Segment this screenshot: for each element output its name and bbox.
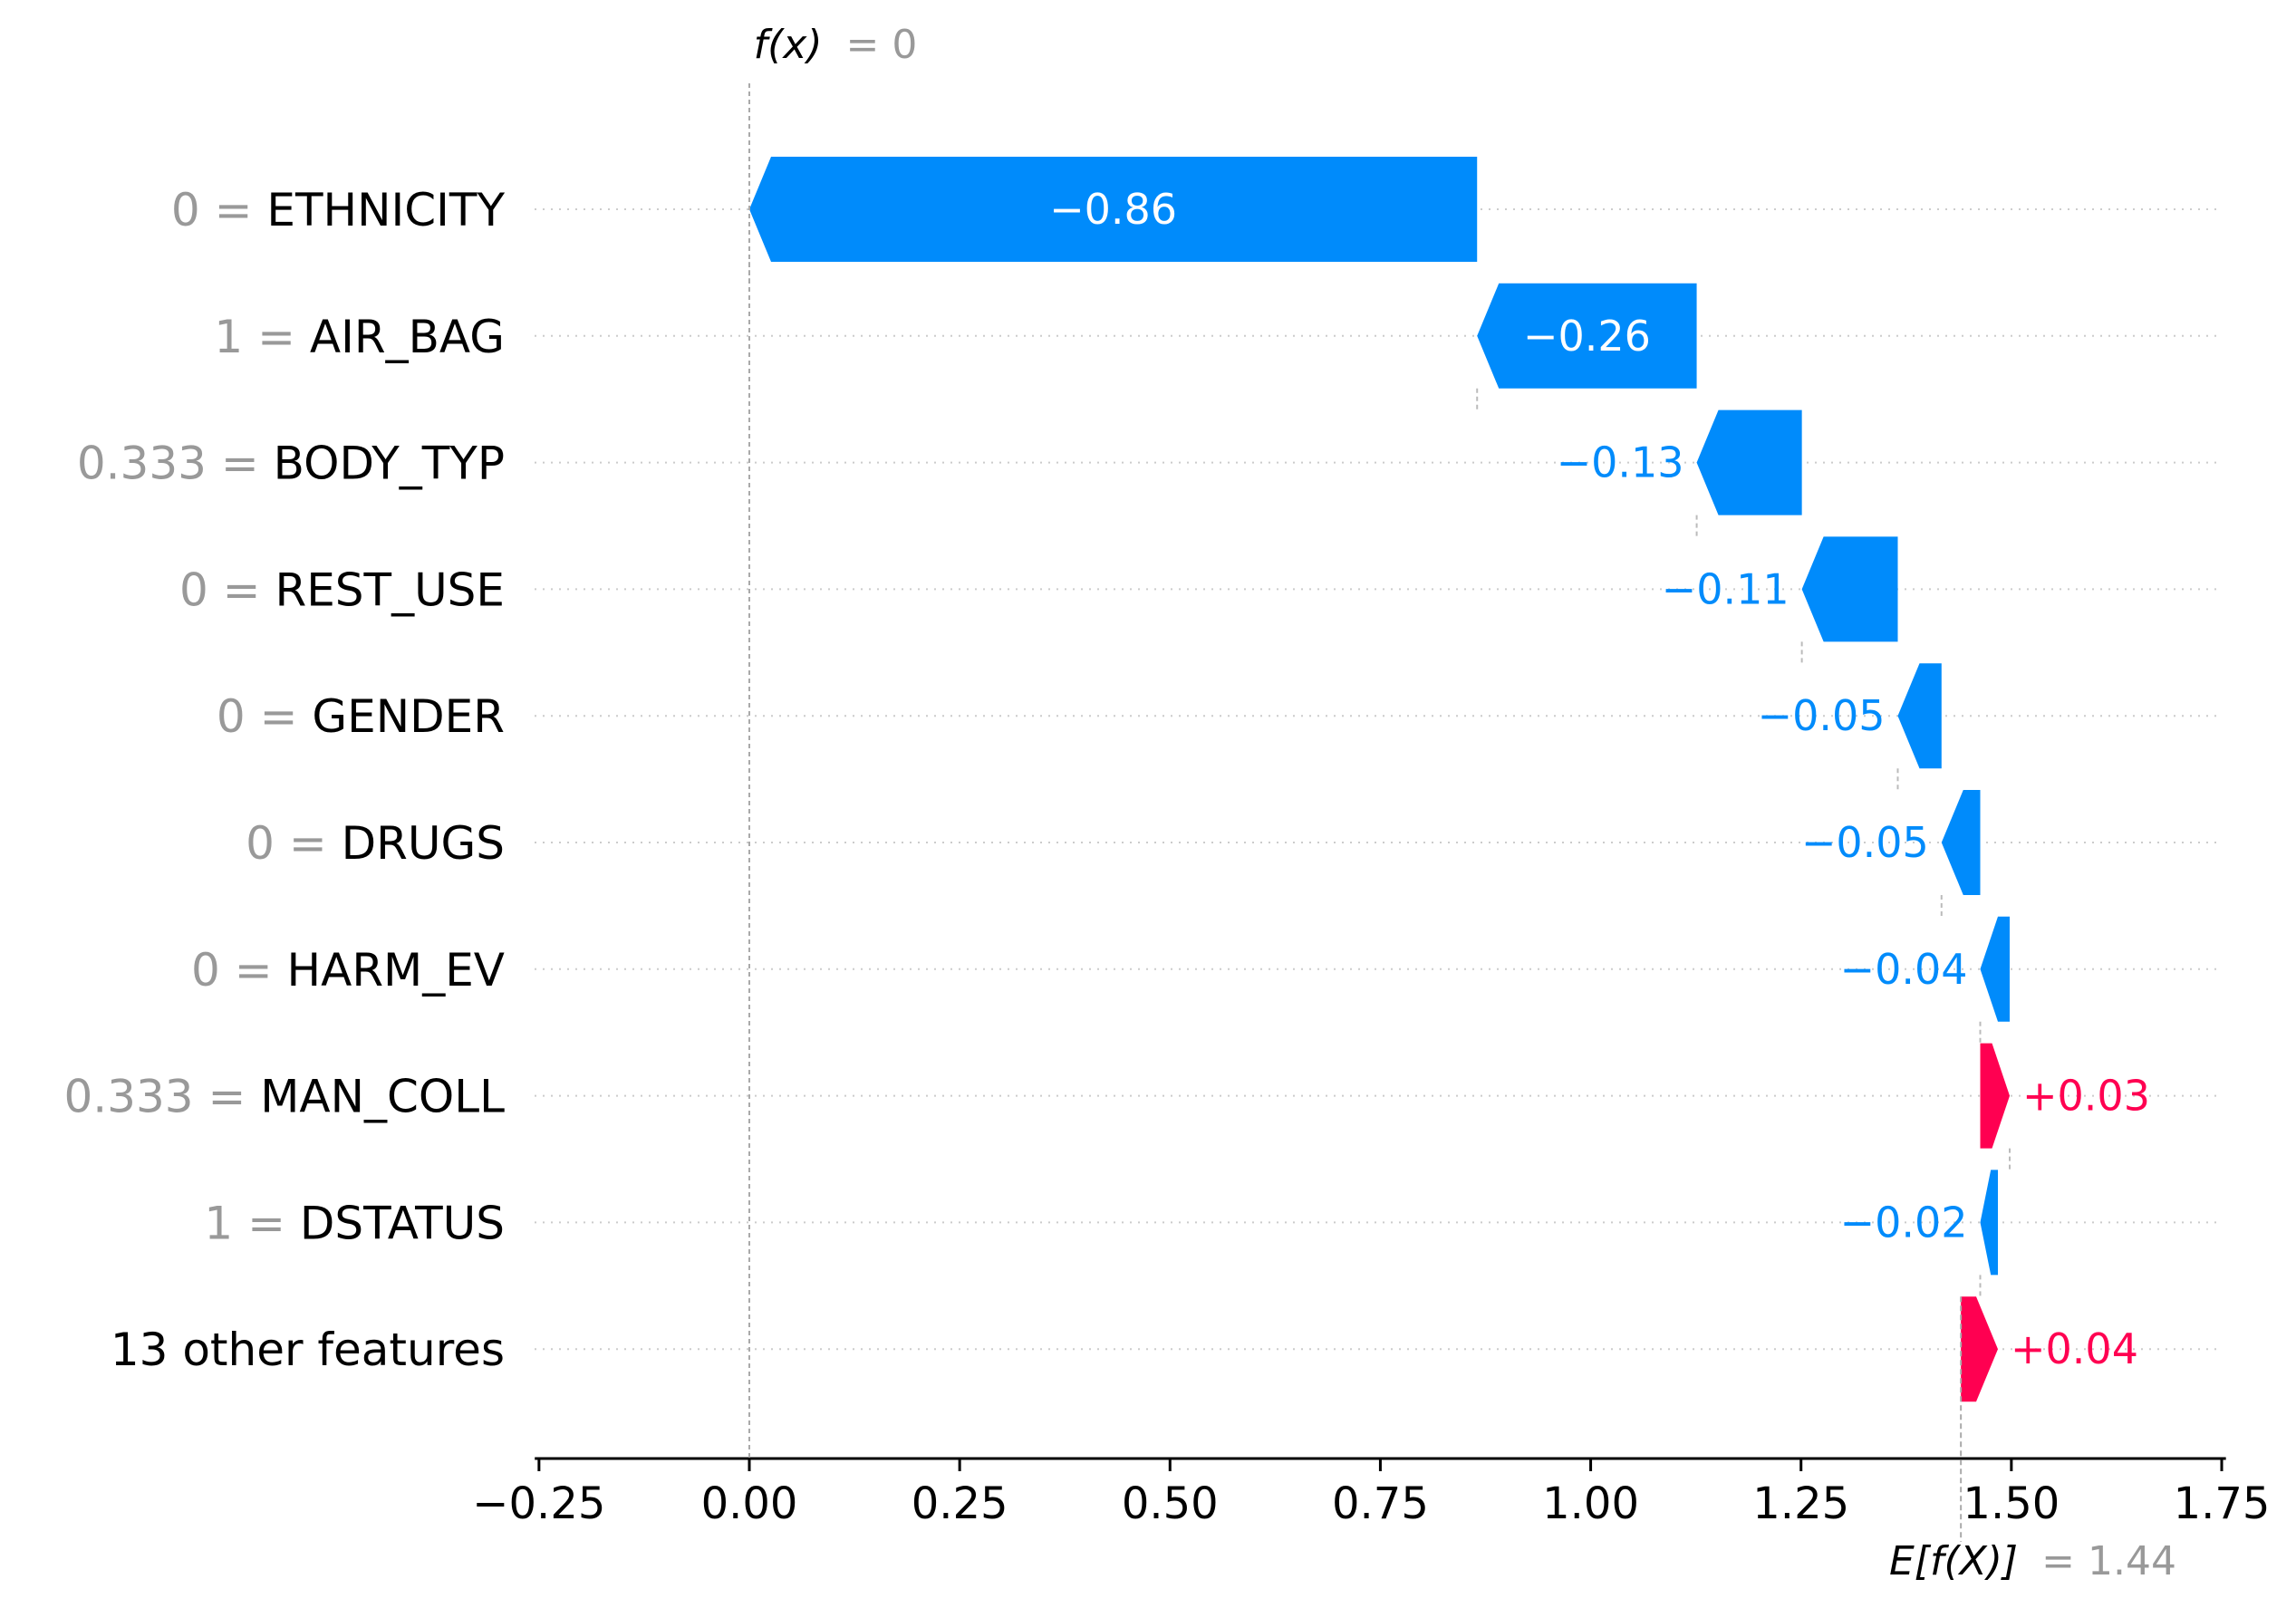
feature-name: BODY_TYP — [274, 438, 505, 490]
efx-value: = 1.44 — [2041, 1538, 2176, 1584]
feature-value: 1 = — [204, 1197, 300, 1249]
negative-bar — [1477, 283, 1697, 389]
feature-value: 0 = — [191, 944, 287, 997]
feature-label: 0 = GENDER — [217, 690, 505, 743]
x-tick-label: 0.25 — [912, 1478, 1008, 1529]
x-tick-label: 1.00 — [1542, 1478, 1639, 1529]
negative-bar — [1696, 409, 1802, 515]
feature-label: 0 = DRUGS — [246, 817, 505, 870]
feature-value: 0.333 = — [63, 1071, 260, 1123]
feature-value: 0 = — [179, 563, 275, 616]
contribution-bars — [749, 157, 2010, 1402]
fx-value: = 0 — [846, 22, 918, 68]
feature-name: DSTATUS — [300, 1197, 505, 1249]
positive-bar — [1961, 1296, 1998, 1402]
efx-label: E[f(X)] = 1.44 — [1889, 1538, 2176, 1584]
feature-label: 0 = REST_USE — [179, 563, 505, 616]
feature-name: 13 other features — [111, 1324, 505, 1376]
feature-value: 0 = — [171, 184, 267, 236]
contribution-label: −0.13 — [1557, 438, 1684, 487]
fx-name: f(x) — [754, 22, 823, 68]
grid-lines — [535, 208, 2222, 1351]
contribution-label: −0.05 — [1758, 691, 1886, 740]
negative-bar — [749, 157, 1478, 262]
feature-name: HARM_EV — [287, 944, 505, 997]
feature-label: 13 other features — [111, 1324, 505, 1376]
efx-annotation: E[f(X)] = 1.44 — [1889, 1296, 2176, 1584]
contribution-label: +0.04 — [2011, 1324, 2138, 1373]
feature-label: 0.333 = BODY_TYP — [77, 438, 505, 490]
feature-label: 1 = DSTATUS — [204, 1197, 505, 1249]
contribution-label: −0.05 — [1801, 818, 1929, 867]
feature-name: AIR_BAG — [310, 311, 505, 363]
feature-value: 0.333 = — [77, 438, 274, 490]
feature-value: 0 = — [217, 690, 313, 743]
feature-name: ETHNICITY — [266, 184, 505, 236]
feature-value: 0 = — [246, 817, 342, 870]
negative-bar — [1801, 536, 1898, 642]
contribution-label: −0.86 — [1049, 185, 1177, 234]
x-tick-label: 1.75 — [2174, 1478, 2271, 1529]
feature-label: 0 = ETHNICITY — [171, 184, 506, 236]
negative-bar — [1897, 663, 1942, 769]
feature-name: GENDER — [312, 690, 505, 743]
contribution-label: +0.03 — [2022, 1072, 2150, 1121]
negative-bar — [1980, 1170, 1998, 1276]
x-tick-label: 1.25 — [1752, 1478, 1849, 1529]
feature-name: MAN_COLL — [260, 1071, 505, 1123]
fx-label: f(x) = 0 — [754, 22, 918, 68]
contribution-label: −0.26 — [1523, 312, 1651, 361]
contribution-label: −0.02 — [1840, 1198, 1968, 1247]
negative-bar — [1941, 790, 1981, 895]
feature-labels: −0.86 0 = ETHNICITY −0.26 1 = AIR_BAG −0.13 0… — [63, 184, 2150, 1376]
x-axis: −0.25 0.00 0.25 0.50 0.75 1.00 1.25 1.50 1.75 — [472, 1457, 2271, 1529]
efx-name: E[f(X)] — [1889, 1538, 2018, 1584]
feature-value: 1 = — [214, 311, 310, 363]
fx-annotation: f(x) = 0 — [748, 22, 918, 1459]
contribution-label: −0.11 — [1662, 564, 1790, 613]
x-tick-label: −0.25 — [472, 1478, 605, 1529]
x-tick-label: 1.50 — [1963, 1478, 2060, 1529]
positive-bar — [1980, 1043, 2010, 1149]
x-tick-label: 0.00 — [701, 1478, 798, 1529]
feature-name: REST_USE — [275, 563, 505, 616]
feature-label: 0 = HARM_EV — [191, 944, 505, 997]
negative-bar — [1980, 916, 2010, 1022]
contribution-label: −0.04 — [1840, 945, 1968, 994]
feature-label: 1 = AIR_BAG — [214, 311, 505, 363]
feature-name: DRUGS — [342, 817, 505, 870]
x-tick-label: 0.75 — [1332, 1478, 1429, 1529]
feature-label: 0.333 = MAN_COLL — [63, 1071, 505, 1123]
x-tick-label: 0.50 — [1122, 1478, 1219, 1529]
connector-lines — [748, 262, 2011, 1299]
